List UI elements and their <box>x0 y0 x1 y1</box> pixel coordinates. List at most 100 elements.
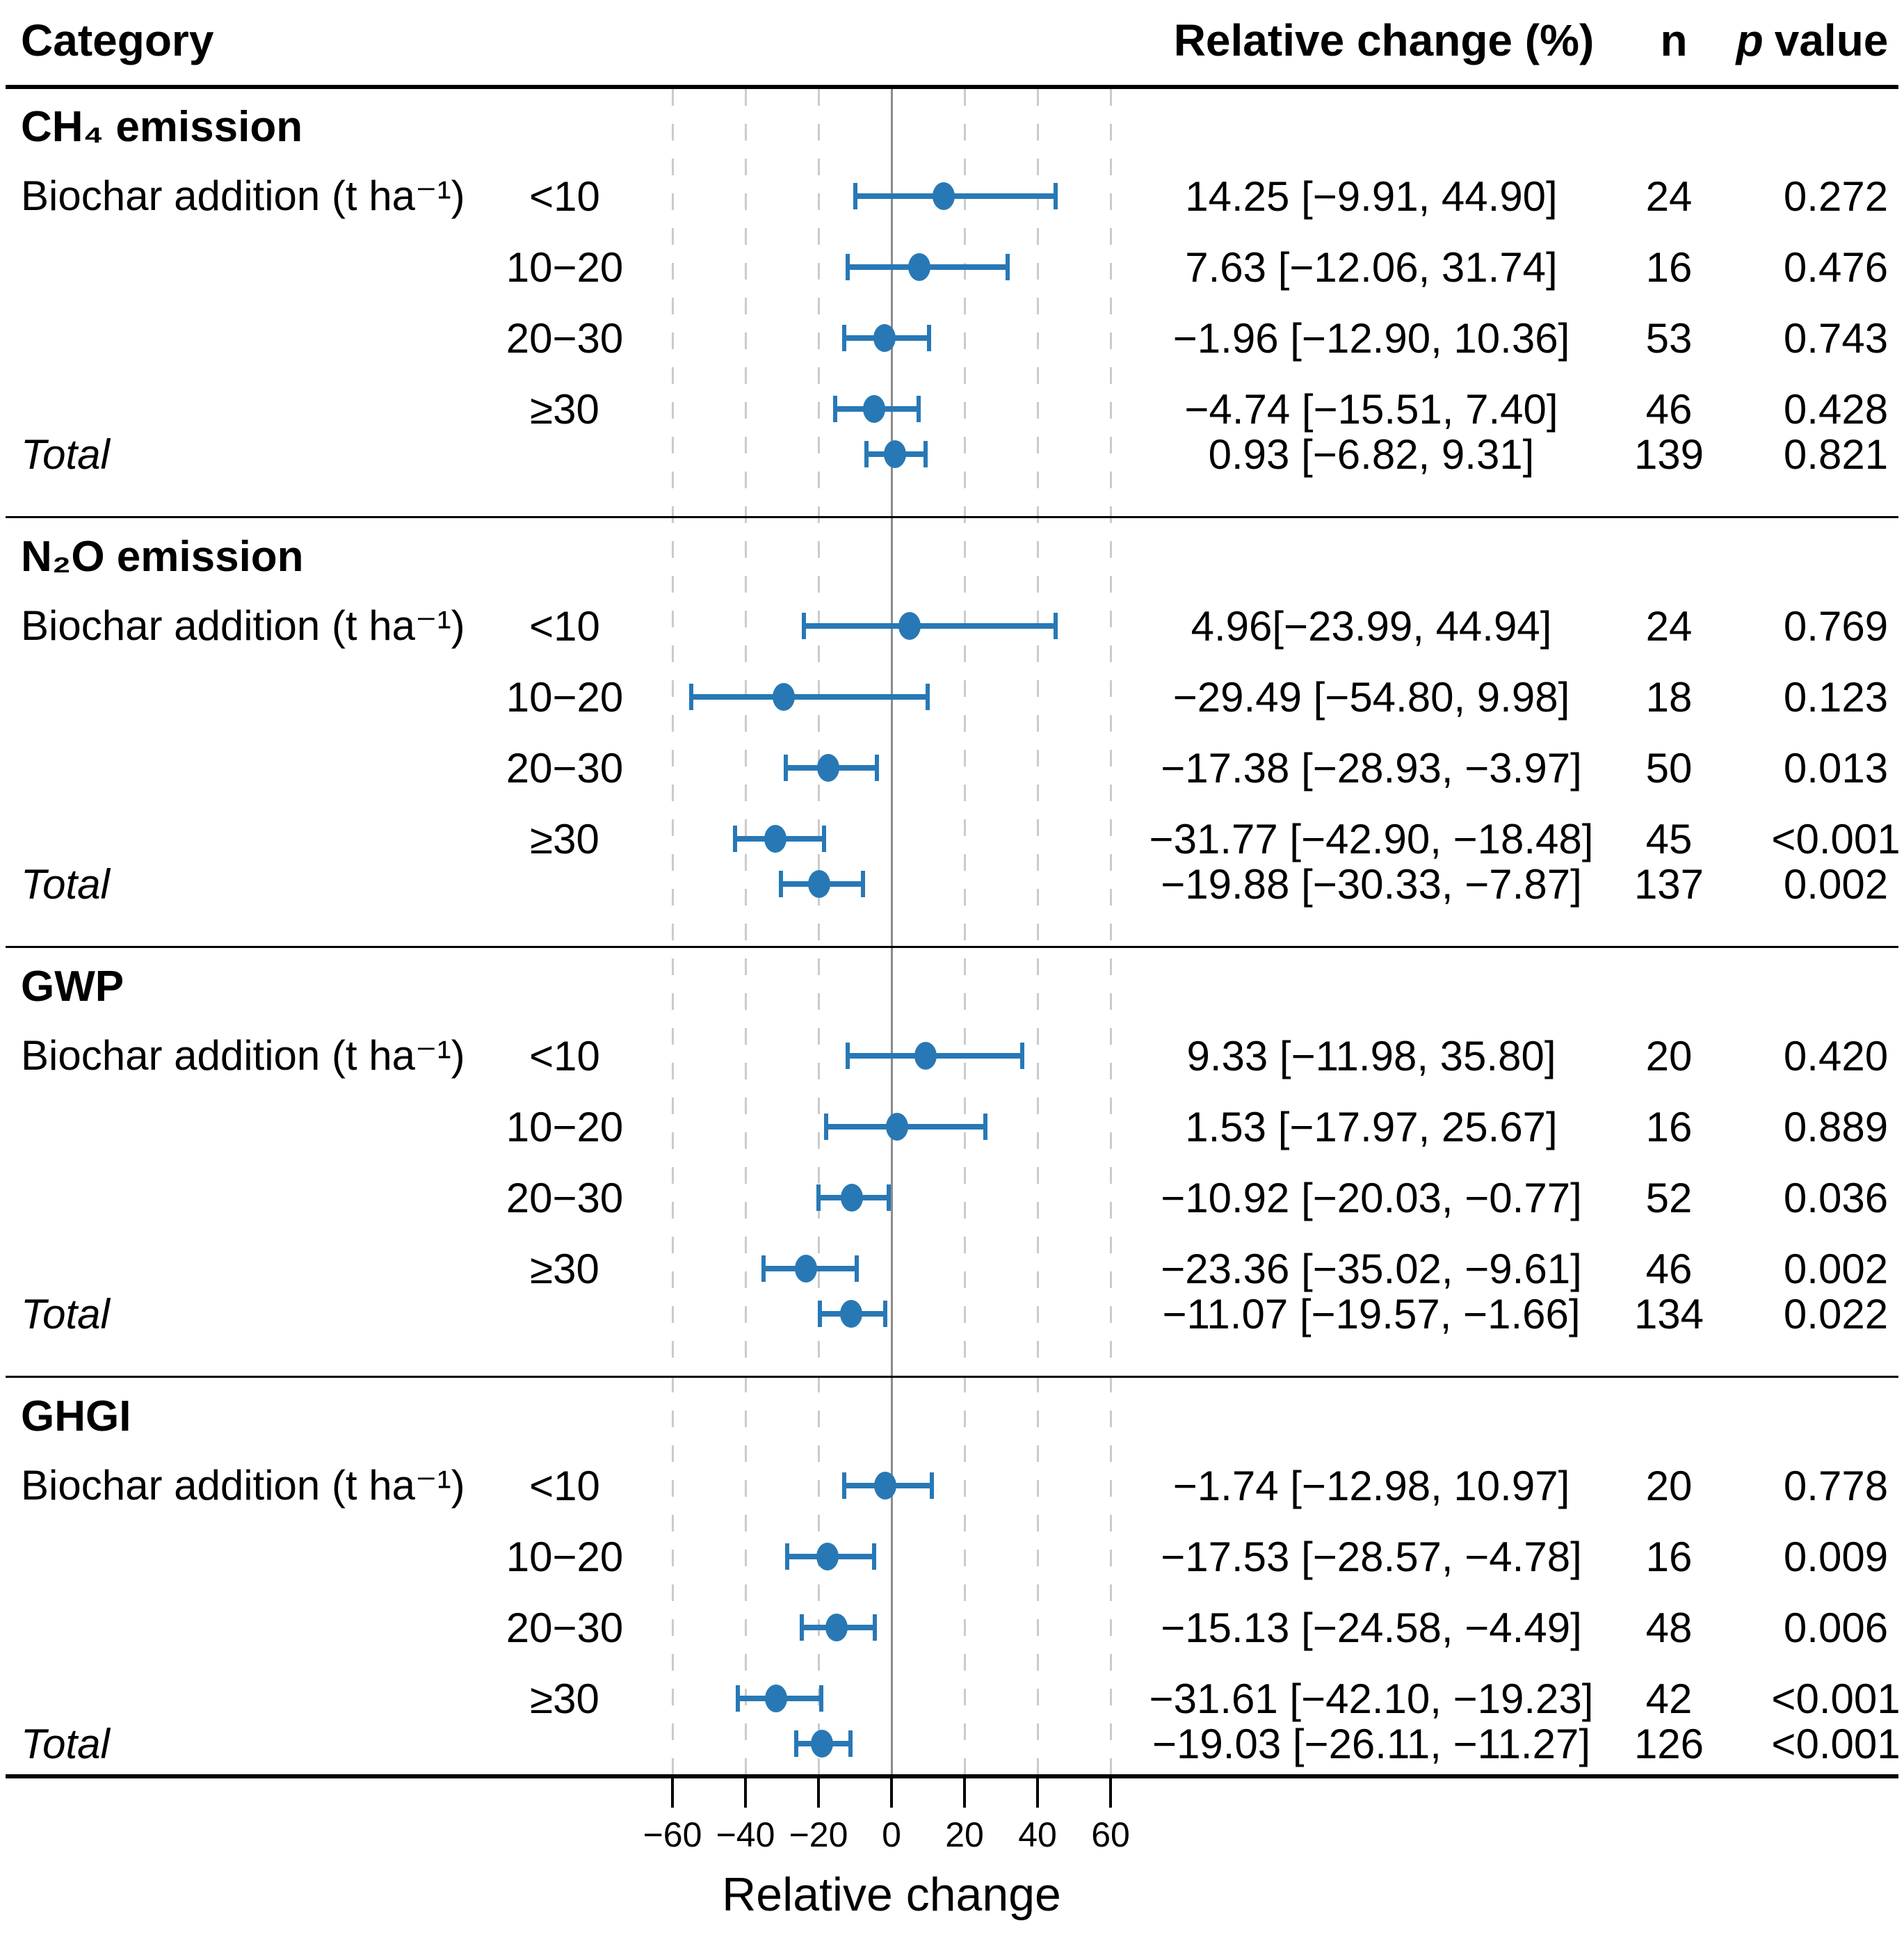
sample-size: 137 <box>1633 860 1704 908</box>
subgroup-label: 10−20 <box>506 1103 624 1150</box>
p-value: 0.420 <box>1783 1032 1889 1079</box>
whisker-cap-left <box>846 1043 850 1069</box>
whisker-cap-right <box>886 1184 891 1211</box>
whisker-cap-right <box>926 684 930 710</box>
subgroup-label: 10−20 <box>506 1533 624 1580</box>
point-marker <box>764 825 787 853</box>
whisker-cap-right <box>1019 1043 1024 1069</box>
effect-estimate: 0.93 [−6.82, 9.31] <box>1208 431 1535 478</box>
p-value: 0.272 <box>1783 172 1889 220</box>
sample-size: 24 <box>1645 172 1693 220</box>
p-value: 0.009 <box>1783 1533 1889 1580</box>
axis-tick <box>963 1778 966 1808</box>
point-marker <box>873 324 896 352</box>
sample-size: 46 <box>1645 1245 1693 1292</box>
whisker-cap-right <box>873 1614 878 1641</box>
axis-tick <box>890 1778 893 1808</box>
p-value: 0.743 <box>1783 314 1889 362</box>
point-marker <box>765 1685 788 1712</box>
point-marker <box>807 870 830 898</box>
section-rule <box>6 516 1898 518</box>
sample-size: 52 <box>1645 1174 1693 1221</box>
whisker-cap-left <box>793 1730 798 1757</box>
axis-tick <box>744 1778 747 1808</box>
subgroup-label: <10 <box>529 602 600 650</box>
group-label: Biochar addition (t ha⁻¹) <box>21 1462 465 1509</box>
effect-estimate: 9.33 [−11.98, 35.80] <box>1186 1032 1556 1079</box>
whisker-cap-left <box>864 441 869 467</box>
sample-size: 48 <box>1645 1604 1693 1651</box>
subgroup-label: 20−30 <box>506 1174 624 1221</box>
section-heading: CH₄ emission <box>21 102 303 151</box>
whisker-cap-right <box>854 1255 859 1282</box>
p-value: 0.006 <box>1783 1604 1889 1651</box>
whisker-cap-left <box>842 325 847 351</box>
effect-estimate: −1.74 [−12.98, 10.97] <box>1172 1462 1570 1509</box>
subgroup-label: <10 <box>529 172 600 220</box>
effect-estimate: −1.96 [−12.90, 10.36] <box>1172 314 1570 362</box>
axis-line <box>6 1774 1898 1778</box>
subgroup-label: 20−30 <box>506 314 624 362</box>
sample-size: 42 <box>1645 1675 1693 1722</box>
sample-size: 53 <box>1645 314 1693 362</box>
effect-estimate: −17.53 [−28.57, −4.78] <box>1161 1533 1582 1580</box>
sample-size: 20 <box>1645 1032 1693 1079</box>
sample-size: 20 <box>1645 1462 1693 1509</box>
axis-tick-label: −60 <box>643 1815 702 1854</box>
axis-tick-label: 60 <box>1091 1815 1130 1854</box>
subgroup-label: ≥30 <box>530 1245 599 1292</box>
p-value: 0.428 <box>1783 385 1889 433</box>
whisker-cap-right <box>983 1114 987 1140</box>
subgroup-label: ≥30 <box>530 1675 599 1722</box>
effect-estimate: −10.92 [−20.03, −0.77] <box>1161 1174 1582 1221</box>
gridline-dashed <box>963 89 966 1774</box>
effect-estimate: 7.63 [−12.06, 31.74] <box>1185 243 1558 291</box>
whisker-cap-right <box>871 1543 876 1570</box>
effect-estimate: 14.25 [−9.91, 44.90] <box>1185 172 1558 220</box>
gridline-dashed <box>817 89 820 1774</box>
p-value: 0.889 <box>1783 1103 1889 1150</box>
effect-estimate: −31.61 [−42.10, −19.23] <box>1149 1675 1594 1722</box>
effect-estimate: −19.03 [−26.11, −11.27] <box>1152 1720 1590 1767</box>
p-value: 0.769 <box>1783 602 1889 650</box>
error-bar <box>804 623 1056 629</box>
axis-tick <box>1036 1778 1039 1808</box>
section-rule <box>6 1376 1898 1378</box>
axis-tick-label: −40 <box>716 1815 775 1854</box>
whisker-cap-right <box>1053 613 1058 639</box>
effect-estimate: −15.13 [−24.58, −4.49] <box>1161 1604 1582 1651</box>
point-marker <box>914 1042 937 1070</box>
subgroup-label: ≥30 <box>530 815 599 862</box>
p-value: <0.001 <box>1771 1720 1901 1767</box>
effect-estimate: −19.88 [−30.33, −7.87] <box>1161 860 1582 908</box>
sample-size: 134 <box>1633 1290 1704 1337</box>
whisker-cap-right <box>819 1685 824 1712</box>
whisker-cap-left <box>799 1614 804 1641</box>
header-relative-change: Relative change (%) <box>1173 15 1595 65</box>
p-value: 0.123 <box>1783 673 1889 721</box>
whisker-cap-left <box>823 1114 828 1140</box>
axis-tick <box>671 1778 674 1808</box>
point-marker <box>932 182 955 210</box>
p-value: 0.476 <box>1783 243 1889 291</box>
axis-tick <box>817 1778 820 1808</box>
group-label: Biochar addition (t ha⁻¹) <box>21 172 465 219</box>
whisker-cap-right <box>929 1472 934 1499</box>
axis-tick-label: 0 <box>882 1815 901 1854</box>
header-n: n <box>1660 15 1688 65</box>
effect-estimate: 4.96[−23.99, 44.94] <box>1191 602 1552 650</box>
point-marker <box>908 253 931 281</box>
group-label: Biochar addition (t ha⁻¹) <box>21 1032 465 1079</box>
point-marker <box>811 1730 834 1758</box>
whisker-cap-left <box>732 826 737 852</box>
whisker-cap-left <box>785 1543 789 1570</box>
point-marker <box>883 440 906 468</box>
zero-line <box>890 89 893 1774</box>
sample-size: 126 <box>1633 1720 1704 1767</box>
p-value: 0.778 <box>1783 1462 1889 1509</box>
effect-estimate: −4.74 [−15.51, 7.40] <box>1184 385 1558 433</box>
sample-size: 50 <box>1645 744 1693 791</box>
section-heading: GWP <box>21 962 124 1011</box>
p-value: 0.013 <box>1783 744 1889 791</box>
whisker-cap-right <box>927 325 932 351</box>
